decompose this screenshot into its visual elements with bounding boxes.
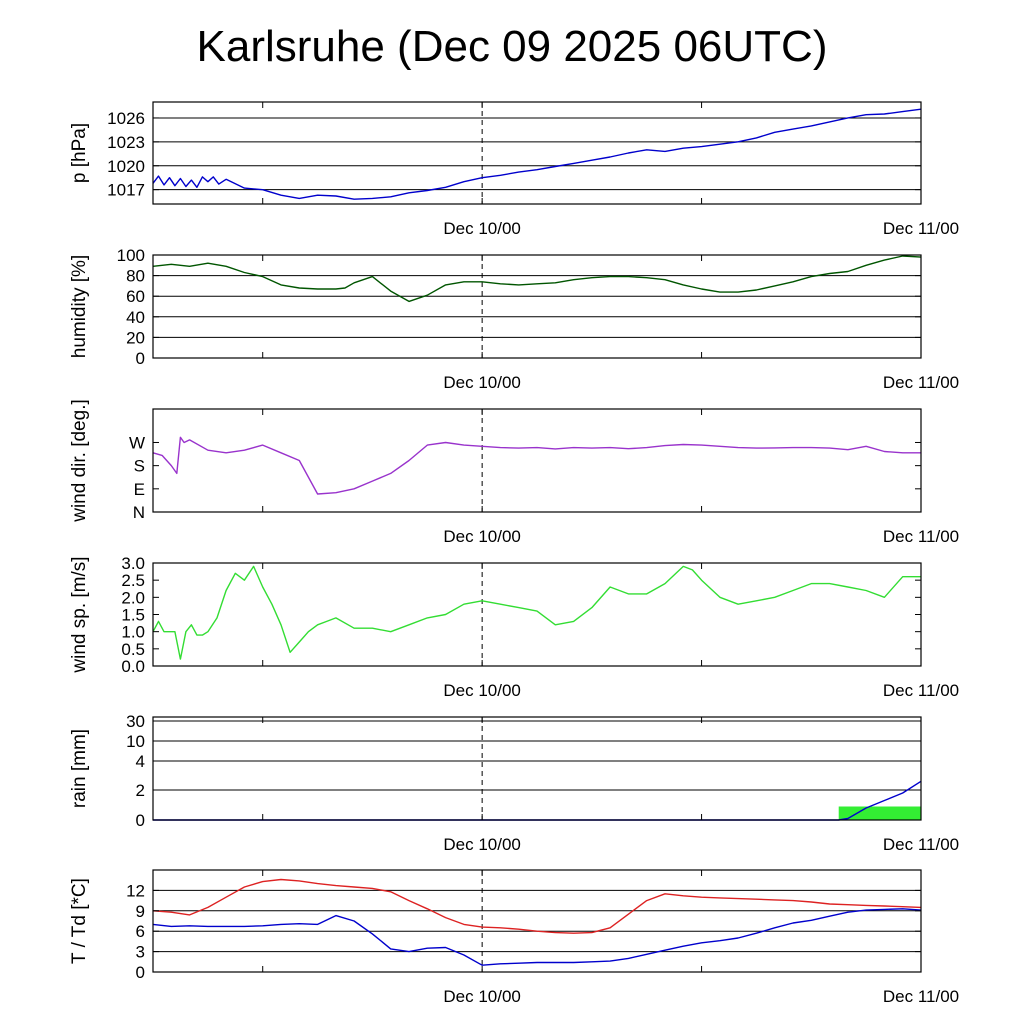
y-axis-label: T / Td [*C] (69, 878, 90, 964)
series-line-0 (153, 780, 922, 821)
x-tick-label: Dec 11/00 (883, 681, 959, 700)
series-line-1 (152, 908, 922, 966)
series-line-0 (152, 108, 922, 200)
y-tick-label: 20 (126, 328, 145, 347)
panel-frame (152, 562, 922, 667)
x-tick-label: Dec 10/00 (443, 527, 521, 546)
panel-3: 0.00.51.01.52.02.53.0 Dec 10/00 Dec 11/00 w… (69, 554, 959, 700)
x-tick-label: Dec 11/00 (883, 835, 959, 854)
y-tick-label: 2 (136, 781, 145, 800)
y-axis-label: p [hPa] (69, 123, 90, 183)
y-axis-label: rain [mm] (69, 729, 90, 808)
series-line-0 (152, 878, 922, 934)
panel-5: 03 69 12 Dec 10/00 Dec 11/00 T / Td [*C] (69, 869, 959, 1006)
series-line-0 (152, 255, 922, 303)
rain-bar (838, 806, 921, 820)
y-tick-label: 9 (136, 902, 145, 921)
panel-frame (152, 869, 922, 973)
y-tick-label: 4 (136, 752, 145, 771)
y-tick-label: 3 (136, 943, 145, 962)
panel-frame (152, 716, 922, 821)
y-tick-label: 1023 (107, 133, 145, 152)
y-tick-label: 10 (126, 732, 145, 751)
y-tick-label: 0.0 (121, 657, 145, 676)
x-tick-label: Dec 11/00 (883, 987, 959, 1006)
y-axis-label: humidity [%] (69, 255, 90, 358)
y-tick-label: 0 (136, 349, 145, 368)
y-tick-label: E (134, 480, 145, 499)
y-tick-label: 1.0 (121, 623, 145, 642)
y-tick-label: S (134, 457, 145, 476)
y-tick-label: N (133, 503, 145, 522)
y-tick-label: 1026 (107, 109, 145, 128)
y-tick-label: 0 (136, 811, 145, 830)
x-tick-label: Dec 11/00 (883, 219, 959, 238)
panel-frame (152, 408, 922, 513)
panel-0: 1017 1020 1023 1026 Dec 10/00 Dec 11/00 p [hPa… (69, 101, 959, 238)
x-tick-label: Dec 10/00 (443, 373, 521, 392)
y-tick-label: 40 (126, 308, 145, 327)
y-tick-label: 0.5 (121, 640, 145, 659)
panel-frame (152, 254, 922, 359)
y-axis-label: wind dir. [deg.] (69, 399, 90, 523)
y-tick-label: W (129, 433, 145, 452)
x-tick-label: Dec 10/00 (443, 987, 521, 1006)
chart-title: Karlsruhe (Dec 09 2025 06UTC) (196, 22, 828, 71)
y-tick-label: 100 (117, 246, 145, 265)
y-tick-label: 3.0 (121, 554, 145, 573)
y-tick-label: 30 (126, 712, 145, 731)
panel-frame (152, 101, 922, 205)
y-tick-label: 60 (126, 287, 145, 306)
y-tick-label: 6 (136, 922, 145, 941)
x-tick-label: Dec 10/00 (443, 219, 521, 238)
y-tick-label: 2.5 (121, 571, 145, 590)
y-tick-label: 1017 (107, 181, 145, 200)
x-tick-label: Dec 11/00 (883, 373, 959, 392)
y-tick-label: 1020 (107, 157, 145, 176)
y-tick-label: 12 (126, 881, 145, 900)
series-line-0 (152, 565, 921, 660)
x-tick-label: Dec 10/00 (443, 681, 521, 700)
y-tick-label: 80 (126, 267, 145, 286)
y-tick-label: 0 (136, 963, 145, 982)
x-tick-label: Dec 10/00 (443, 835, 521, 854)
y-tick-label: 2.0 (121, 588, 145, 607)
series-line-0 (152, 436, 921, 495)
y-tick-label: 1.5 (121, 606, 145, 625)
y-axis-label: wind sp. [m/s] (69, 556, 90, 673)
x-tick-label: Dec 11/00 (883, 527, 959, 546)
